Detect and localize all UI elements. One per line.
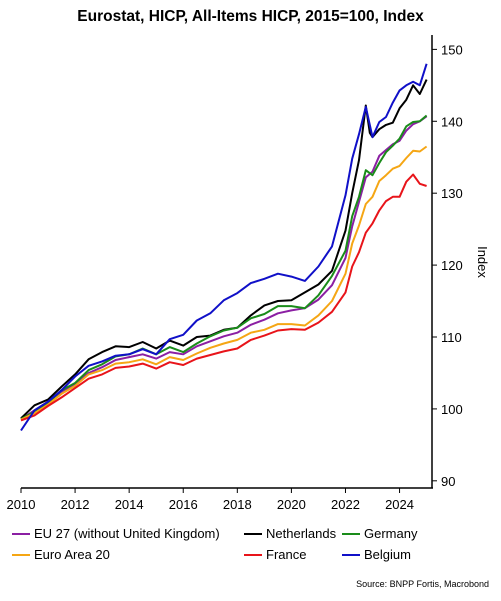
y-tick-label: 90 <box>441 474 455 489</box>
legend-item: Euro Area 20 <box>12 547 110 562</box>
chart-title: Eurostat, HICP, All-Items HICP, 2015=100… <box>77 8 424 25</box>
x-tick-label: 2022 <box>331 497 360 512</box>
legend-item: Belgium <box>342 547 411 562</box>
y-axis-label: Index <box>475 246 490 278</box>
y-tick-label: 100 <box>441 402 463 417</box>
x-tick-label: 2010 <box>7 497 36 512</box>
legend-label: Germany <box>364 526 418 541</box>
series-line-belgium <box>20 63 428 432</box>
legend-swatch <box>342 532 360 535</box>
series-line-france <box>20 173 427 422</box>
legend-label: Euro Area 20 <box>34 547 110 562</box>
x-tick-label: 2024 <box>385 497 414 512</box>
source-note: Source: BNPP Fortis, Macrobond <box>356 579 489 589</box>
legend-item: France <box>244 547 306 562</box>
x-tick-label: 2020 <box>277 497 306 512</box>
legend-swatch <box>244 532 262 535</box>
x-tick-label: 2014 <box>115 497 144 512</box>
legend-swatch <box>12 532 30 535</box>
legend-label: EU 27 (without United Kingdom) <box>34 526 220 541</box>
series-lines <box>20 63 428 432</box>
legend-label: Belgium <box>364 547 411 562</box>
series-line-eu-27-without-united-kingdom <box>20 115 428 420</box>
y-tick-label: 150 <box>441 42 463 57</box>
y-ticks: 90 100 110 120 130 140 150 <box>432 42 463 489</box>
legend-item: EU 27 (without United Kingdom) <box>12 526 220 541</box>
y-tick-label: 140 <box>441 114 463 129</box>
y-tick-label: 130 <box>441 186 463 201</box>
legend-label: Netherlands <box>266 526 337 541</box>
series-line-euro-area-20 <box>20 145 428 421</box>
legend-swatch <box>244 553 262 556</box>
legend-swatch <box>342 553 360 556</box>
legend: EU 27 (without United Kingdom) Netherland… <box>12 526 492 566</box>
series-line-netherlands <box>20 79 428 420</box>
y-tick-label: 110 <box>441 330 462 345</box>
legend-label: France <box>266 547 307 562</box>
x-tick-label: 2016 <box>169 497 198 512</box>
series-line-germany <box>20 114 428 420</box>
x-tick-label: 2018 <box>223 497 252 512</box>
legend-item: Netherlands <box>244 526 336 541</box>
x-ticks: 2010 2012 2014 2016 2018 2020 2022 2024 <box>7 488 414 512</box>
y-tick-label: 120 <box>441 258 463 273</box>
x-tick-label: 2012 <box>61 497 90 512</box>
legend-item: Germany <box>342 526 417 541</box>
legend-swatch <box>12 553 30 556</box>
